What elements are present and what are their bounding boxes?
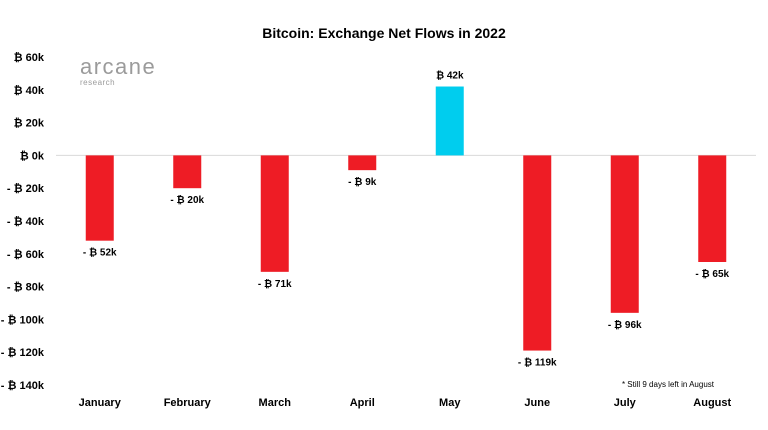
- category-label-march: March: [259, 397, 292, 409]
- y-tick-label: ₿ 0k: [20, 150, 45, 162]
- y-tick-label: - ₿ 100k: [1, 314, 45, 326]
- bar-february: [173, 155, 202, 189]
- logo: arcane research: [80, 54, 156, 87]
- category-label-august: August: [693, 397, 731, 409]
- x-axis-category-labels: January February March April May June July Augu…: [79, 397, 732, 409]
- bar-august: [698, 155, 727, 262]
- data-label-july: - ₿ 96k: [608, 319, 642, 331]
- category-label-april: April: [350, 397, 375, 409]
- bar-march: [260, 155, 289, 272]
- category-label-february: February: [164, 397, 212, 409]
- data-label-january: - ₿ 52k: [83, 247, 117, 259]
- bar-june: [523, 155, 552, 351]
- chart-title: Bitcoin: Exchange Net Flows in 2022: [262, 25, 506, 41]
- logo-subtitle: research: [80, 78, 115, 87]
- y-tick-label: ₿ 20k: [14, 118, 45, 130]
- y-tick-label: ₿ 60k: [14, 52, 45, 64]
- category-label-july: July: [614, 397, 637, 409]
- bar-july: [610, 155, 639, 313]
- y-tick-label: - ₿ 140k: [1, 380, 45, 392]
- y-tick-label: - ₿ 40k: [7, 216, 45, 228]
- logo-name: arcane: [80, 54, 156, 79]
- y-tick-label: - ₿ 120k: [1, 347, 45, 359]
- data-label-february: - ₿ 20k: [170, 194, 204, 206]
- category-label-january: January: [79, 397, 122, 409]
- y-tick-label: - ₿ 80k: [7, 282, 45, 294]
- bar-april: [348, 155, 377, 171]
- y-tick-label: - ₿ 60k: [7, 249, 45, 261]
- bars: [85, 86, 727, 351]
- category-label-june: June: [524, 397, 550, 409]
- data-label-june: - ₿ 119k: [518, 357, 557, 369]
- y-axis-ticks: ₿ 60k ₿ 40k ₿ 20k ₿ 0k - ₿ 20k - ₿ 40k - ₿ 60k…: [1, 52, 45, 392]
- data-label-april: - ₿ 9k: [348, 176, 377, 188]
- footnote-annotation: * Still 9 days left in August: [622, 380, 715, 389]
- y-tick-label: - ₿ 20k: [7, 183, 45, 195]
- y-tick-label: ₿ 40k: [14, 85, 45, 97]
- data-labels: - ₿ 52k - ₿ 20k - ₿ 71k - ₿ 9k ₿ 42k - ₿ 119k…: [83, 70, 730, 369]
- data-label-may: ₿ 42k: [436, 70, 464, 82]
- category-label-may: May: [439, 397, 461, 409]
- bar-january: [85, 155, 114, 241]
- data-label-august: - ₿ 65k: [695, 268, 729, 280]
- data-label-march: - ₿ 71k: [258, 278, 292, 290]
- bar-may: [435, 86, 464, 156]
